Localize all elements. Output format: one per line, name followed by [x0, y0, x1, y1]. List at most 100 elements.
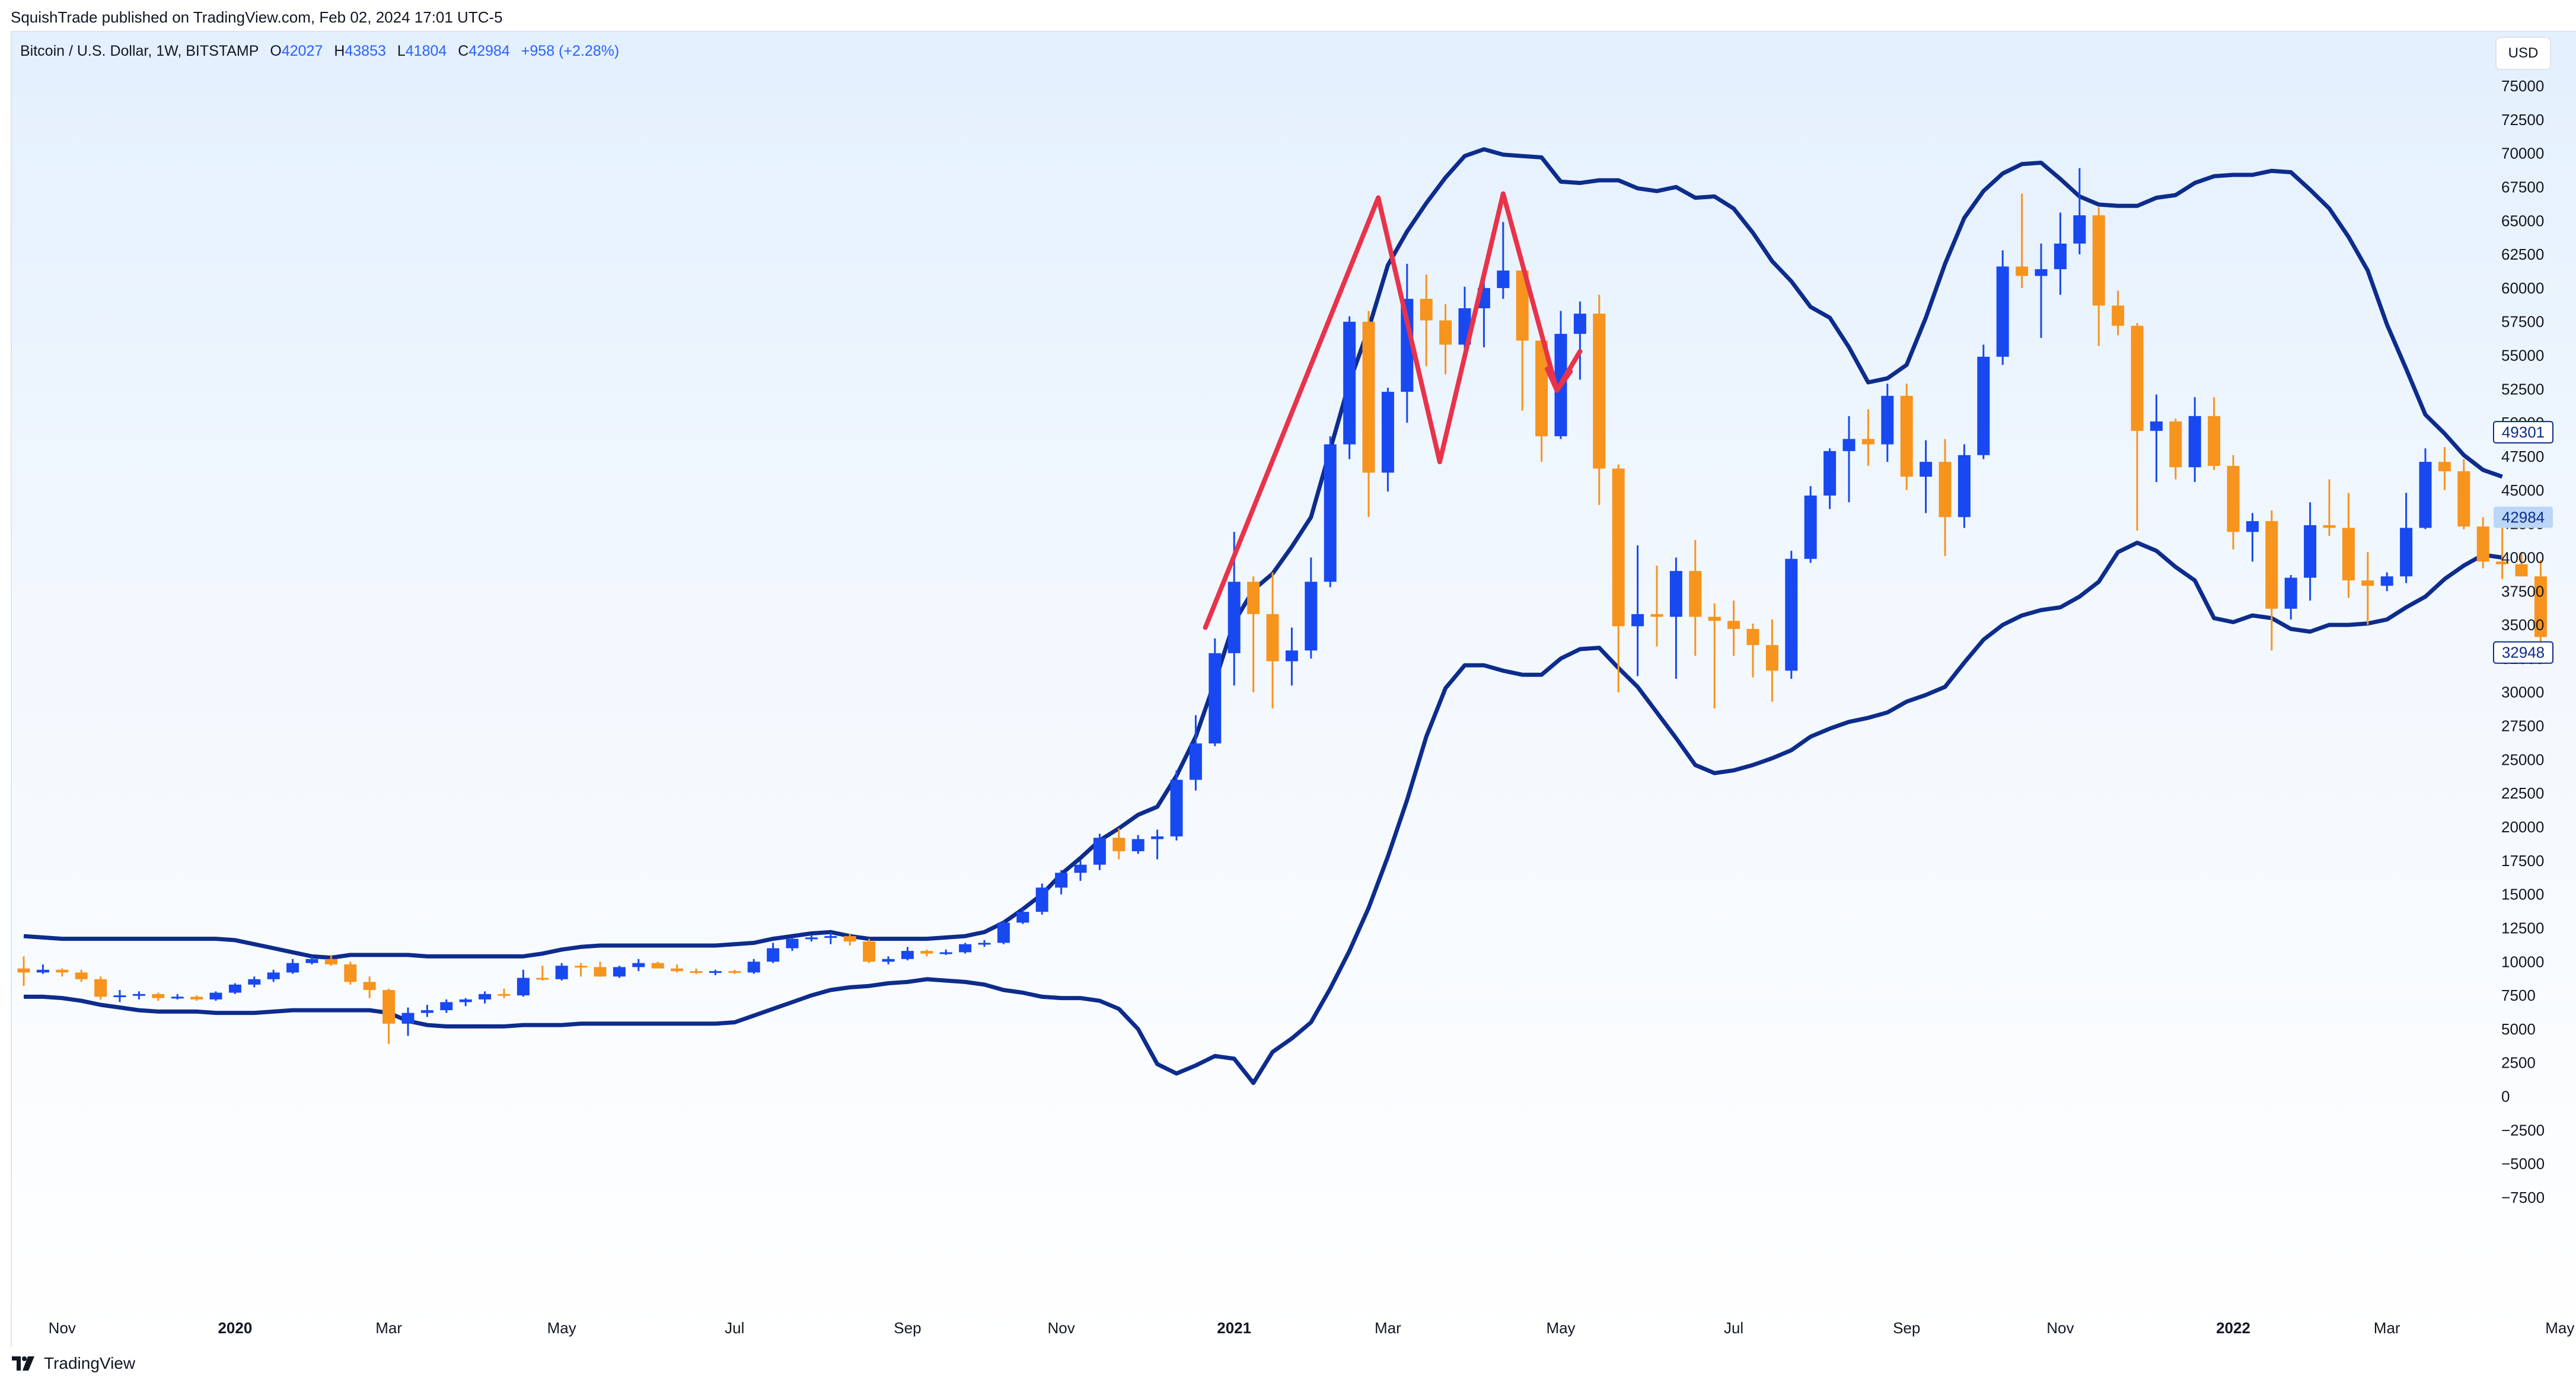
candle-body [267, 972, 280, 979]
candle-body [1343, 321, 1356, 445]
candle-body [1074, 864, 1087, 873]
candle-body [17, 968, 30, 973]
candle-body [1669, 571, 1682, 617]
candle-body [1324, 444, 1337, 582]
candle-body [420, 1010, 433, 1013]
candle-body [2400, 528, 2413, 577]
candle-body [2246, 521, 2259, 532]
candle-body [805, 937, 818, 940]
candle-body [1727, 621, 1740, 629]
y-tick-label: 65000 [2501, 212, 2544, 229]
symbol-legend: Bitcoin / U.S. Dollar, 1W, BITSTAMP O420… [20, 43, 619, 60]
candle-body [1612, 468, 1625, 627]
candle-body [747, 962, 760, 973]
candle-body [1151, 836, 1164, 839]
candle-body [113, 995, 126, 998]
close-value: 42984 [468, 43, 510, 59]
candle-body [2361, 580, 2374, 586]
candle-body [171, 997, 184, 999]
candle-body [1535, 340, 1548, 436]
candle-body [382, 990, 396, 1024]
x-tick-label: 2020 [218, 1319, 252, 1337]
candle-body [1401, 299, 1414, 392]
y-tick-label: 15000 [2501, 886, 2544, 903]
candle-body [1861, 439, 1874, 445]
candle-body [959, 944, 972, 953]
candle-body [575, 966, 588, 968]
candle-body [2419, 462, 2432, 528]
y-tick-label: 17500 [2501, 852, 2544, 870]
x-tick-label: Sep [894, 1319, 921, 1337]
x-tick-label: Nov [49, 1319, 76, 1337]
candle-body [709, 971, 722, 973]
candle-body [286, 963, 299, 973]
candle-body [1939, 462, 1952, 518]
y-tick-label: −7500 [2501, 1189, 2545, 1206]
price-label: 42984 [2502, 509, 2545, 526]
chart-pane[interactable] [11, 31, 2576, 1347]
trend-line-drawing [1203, 195, 1381, 630]
candle-body [1804, 495, 1817, 559]
candle-body [1957, 455, 1971, 518]
candle-body [1170, 780, 1183, 836]
candle-body [1016, 912, 1029, 923]
y-tick-label: 40000 [2501, 548, 2544, 566]
candle-body [2208, 416, 2221, 466]
y-tick-label: 37500 [2501, 582, 2544, 600]
candle-body [1266, 614, 1279, 662]
price-label: 32948 [2502, 644, 2545, 662]
candle-body [555, 966, 568, 979]
y-tick-label: −5000 [2501, 1155, 2545, 1173]
y-tick-label: 25000 [2501, 751, 2544, 768]
candle-body [2476, 526, 2489, 562]
candle-body [1920, 462, 1933, 477]
y-tick-label: 60000 [2501, 279, 2544, 297]
candle-body [2438, 462, 2451, 471]
tradingview-logo-icon[interactable] [12, 1356, 36, 1371]
candle-body [651, 963, 664, 969]
candle-body [2112, 305, 2125, 326]
candle-body [536, 978, 549, 980]
candle-body [56, 969, 69, 973]
candle-body [36, 969, 49, 973]
candle-body [1593, 314, 1606, 469]
price-label: 49301 [2502, 423, 2545, 441]
candle-body [613, 967, 626, 977]
x-tick-label: 2022 [2216, 1319, 2250, 1337]
low-value: 41804 [405, 43, 447, 59]
candle-body [479, 994, 492, 999]
y-tick-label: 72500 [2501, 111, 2544, 129]
x-tick-label: Nov [2046, 1319, 2074, 1337]
candle-body [2496, 561, 2509, 564]
bollinger-lower-band [24, 541, 2503, 1085]
candle-body [1497, 270, 1510, 288]
candle-body [305, 959, 318, 963]
footer-brand: TradingView [44, 1354, 136, 1372]
candle-body [152, 994, 165, 998]
candle-body [632, 963, 645, 967]
candle-body [2265, 521, 2278, 609]
candle-body [690, 971, 703, 973]
currency-button[interactable]: USD [2495, 37, 2551, 70]
candle-body [901, 951, 914, 959]
candle-body [209, 992, 222, 999]
candle-body [1131, 839, 1144, 851]
y-tick-label: 52500 [2501, 380, 2544, 398]
candle-body [2515, 564, 2528, 577]
candle-body [2073, 215, 2086, 244]
candle-body [1900, 395, 1913, 477]
candle-body [75, 972, 88, 979]
candle-body [1381, 391, 1394, 473]
y-tick-label: 67500 [2501, 178, 2544, 196]
candle-body [1055, 873, 1068, 888]
candle-body [1305, 582, 1318, 651]
candle-body [882, 959, 895, 962]
y-tick-label: 30000 [2501, 684, 2544, 701]
y-tick-label: 70000 [2501, 145, 2544, 162]
candle-body [1823, 451, 1837, 496]
candle-body [1996, 266, 2009, 357]
candle-body [190, 997, 203, 999]
candle-body [1765, 645, 1778, 671]
x-tick-label: Mar [375, 1319, 402, 1337]
